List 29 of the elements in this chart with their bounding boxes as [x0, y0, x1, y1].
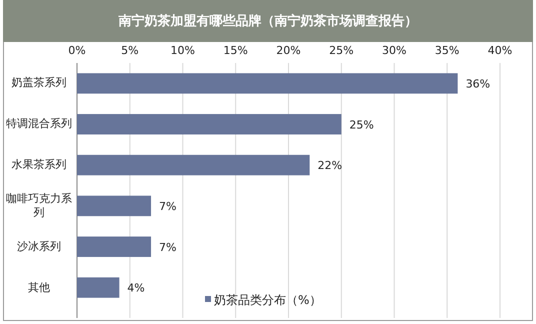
data-label: 36% — [466, 77, 490, 90]
x-tick-label: 5% — [121, 44, 139, 57]
x-tick-label: 40% — [488, 44, 512, 57]
legend-label: 奶茶品类分布（%） — [214, 293, 322, 307]
x-tick-label: 20% — [276, 44, 301, 57]
x-tick-label: 10% — [170, 44, 195, 57]
bar — [77, 196, 152, 216]
bar — [77, 277, 120, 298]
y-tick-label: 特调混合系列 — [6, 117, 72, 132]
bar — [77, 114, 342, 134]
y-tick-label: 奶盖茶系列 — [10, 76, 68, 90]
chart-title: 南宁奶茶加盟有哪些品牌（南宁奶茶市场调查报告） — [118, 13, 418, 29]
y-tick-label: 水果茶系列 — [10, 158, 68, 172]
bar — [77, 73, 458, 94]
bar — [77, 236, 152, 257]
x-tick-label: 25% — [329, 44, 354, 57]
x-tick-label: 15% — [223, 44, 248, 57]
bar — [77, 154, 310, 176]
data-label: 7% — [159, 200, 176, 213]
y-tick-label: 其他 — [27, 280, 51, 295]
data-label: 25% — [349, 118, 374, 132]
data-label: 4% — [127, 282, 145, 295]
x-tick-label: 30% — [382, 44, 406, 57]
data-label: 22% — [318, 159, 342, 172]
x-tick-label: 35% — [434, 44, 460, 57]
x-tick-label: 0% — [68, 44, 86, 57]
y-tick-label: 沙冰系列 — [16, 240, 62, 254]
y-tick-label: 咖啡巧克力系列 — [6, 192, 72, 220]
data-label: 7% — [159, 240, 176, 254]
